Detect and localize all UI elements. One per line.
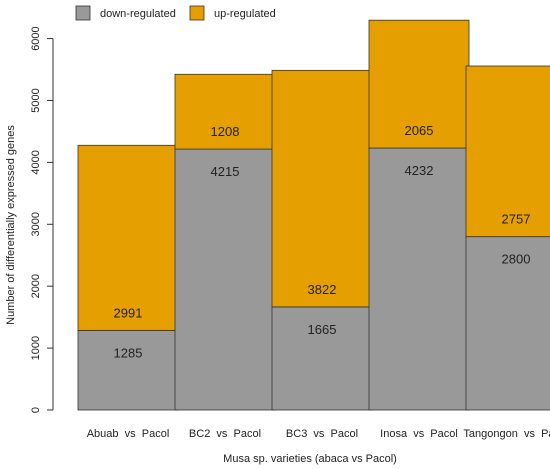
x-category-label: Abuab vs Pacol xyxy=(87,428,170,440)
bar-down-4 xyxy=(368,147,470,411)
y-tick-label: 4000 xyxy=(30,150,42,174)
value-label-up: 3822 xyxy=(308,282,337,297)
y-tick-label: 5000 xyxy=(30,88,42,112)
value-label-down: 4232 xyxy=(405,163,434,178)
value-label-up: 2065 xyxy=(405,123,434,138)
legend-swatch-up xyxy=(189,5,205,21)
value-label-down: 4215 xyxy=(211,164,240,179)
bar-down-3 xyxy=(271,306,373,411)
bar-up-5 xyxy=(465,65,550,238)
bar-down-1 xyxy=(77,330,179,411)
bar-up-3 xyxy=(271,69,373,308)
bar-down-2 xyxy=(174,148,276,411)
bar-up-1 xyxy=(77,144,179,331)
x-category-label: Inosa vs Pacol xyxy=(380,428,458,440)
value-label-up: 2757 xyxy=(502,212,531,227)
x-axis-title: Musa sp. varieties (abaca vs Pacol) xyxy=(223,453,397,465)
y-tick-label: 6000 xyxy=(30,26,42,50)
legend-swatch-down xyxy=(75,5,91,21)
x-category-label: Tangongon vs Pacol xyxy=(463,428,550,440)
x-category-label: BC2 vs Pacol xyxy=(189,428,261,440)
value-label-down: 1665 xyxy=(308,322,337,337)
legend-label-up: up-regulated xyxy=(214,8,276,20)
y-axis: 0 1000 2000 3000 4000 5000 6000 xyxy=(30,26,54,413)
value-label-up: 2991 xyxy=(114,305,143,320)
y-tick-label: 3000 xyxy=(30,212,42,236)
y-axis-title: Number of differentially expressed genes xyxy=(5,125,17,325)
value-label-down: 2800 xyxy=(502,252,531,267)
value-label-down: 1285 xyxy=(114,345,143,360)
x-axis-labels: Abuab vs Pacol BC2 vs Pacol BC3 vs Pacol In… xyxy=(87,428,550,440)
value-label-up: 1208 xyxy=(211,124,240,139)
y-tick-label: 2000 xyxy=(30,274,42,298)
bar-up-2 xyxy=(174,73,276,150)
y-tick-label: 0 xyxy=(30,407,42,413)
legend: down-regulated up-regulated xyxy=(75,5,276,21)
y-tick-label: 1000 xyxy=(30,336,42,360)
bar-up-4 xyxy=(368,19,470,149)
bars: 1285 2991 4215 1208 1665 3822 4232 2065 2800 2757 xyxy=(77,19,550,411)
x-category-label: BC3 vs Pacol xyxy=(286,428,358,440)
legend-label-down: down-regulated xyxy=(100,8,176,20)
